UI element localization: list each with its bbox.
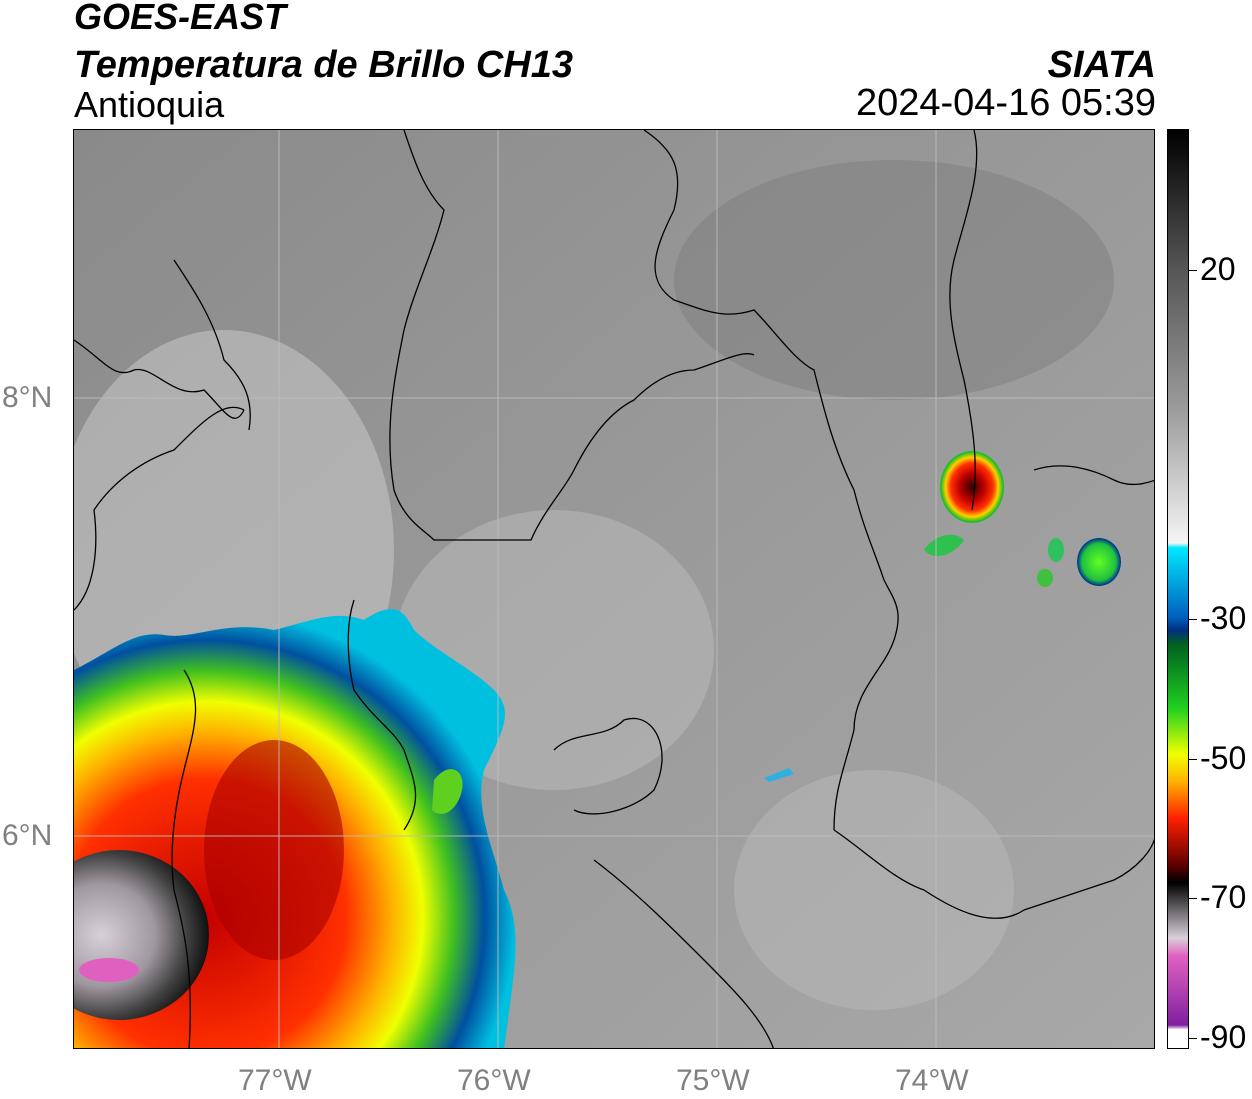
border-choco-west: [171, 669, 197, 1048]
colorbar-label: -50: [1200, 740, 1247, 776]
cell-small-center: [764, 768, 794, 782]
lon-label-74w: 74°W: [895, 1064, 969, 1097]
colorbar-tick: [1189, 1038, 1197, 1039]
overshooting-top: [79, 958, 139, 982]
colorbar-tick: [1189, 619, 1197, 620]
lat-label-8n: 8°N: [2, 381, 53, 414]
colorbar-label: -70: [1200, 879, 1247, 915]
colorbar-gradient: [1168, 130, 1188, 1048]
warm-cloud-southeast: [734, 770, 1014, 1010]
colorbar-label: -30: [1200, 600, 1247, 636]
border-southeast: [833, 829, 1154, 919]
lon-label-75w: 75°W: [676, 1064, 750, 1097]
storm-cell-tail: [924, 534, 964, 557]
lon-label-76w: 76°W: [457, 1064, 531, 1097]
border-choco: [347, 599, 417, 831]
colorbar-fill: [1168, 130, 1188, 1048]
colorbar: [1167, 129, 1189, 1049]
cold-core-red: [204, 740, 344, 960]
cell-east-flank: [432, 769, 463, 814]
lat-label-6n: 6°N: [2, 819, 53, 852]
colorbar-tick: [1189, 898, 1197, 899]
coastline-urabo: [74, 339, 245, 419]
border-east: [1033, 465, 1154, 486]
storm-cell-northeast: [940, 451, 1004, 523]
coastline-darien: [173, 259, 251, 431]
border-antioquia-east: [643, 130, 899, 831]
coastline-pacific: [74, 406, 245, 611]
title-product: Temperatura de Brillo CH13: [74, 44, 574, 86]
border-antioquia-north: [389, 130, 755, 541]
map-canvas: [74, 130, 1154, 1048]
cool-area-north: [674, 160, 1114, 400]
title-satellite: GOES-EAST: [74, 0, 287, 37]
lon-label-77w: 77°W: [238, 1064, 312, 1097]
colorbar-tick: [1189, 759, 1197, 760]
border-south: [593, 859, 774, 1048]
colorbar-tick: [1189, 270, 1197, 271]
title-region: Antioquia: [74, 84, 225, 125]
cell-east-a: [1077, 538, 1121, 586]
colorbar-label: -90: [1200, 1019, 1247, 1055]
cell-east-b: [1048, 538, 1064, 562]
cell-east-c: [1037, 569, 1053, 587]
border-municipality: [553, 717, 663, 815]
timestamp: 2024-04-16 05:39: [855, 82, 1156, 124]
boundaries: [74, 130, 1154, 1048]
graticule: [74, 130, 1154, 1048]
brand-label: SIATA: [1047, 44, 1156, 86]
border-magdalena: [949, 130, 978, 511]
colorbar-label: 20: [1200, 251, 1236, 287]
satellite-map[interactable]: [73, 129, 1155, 1049]
